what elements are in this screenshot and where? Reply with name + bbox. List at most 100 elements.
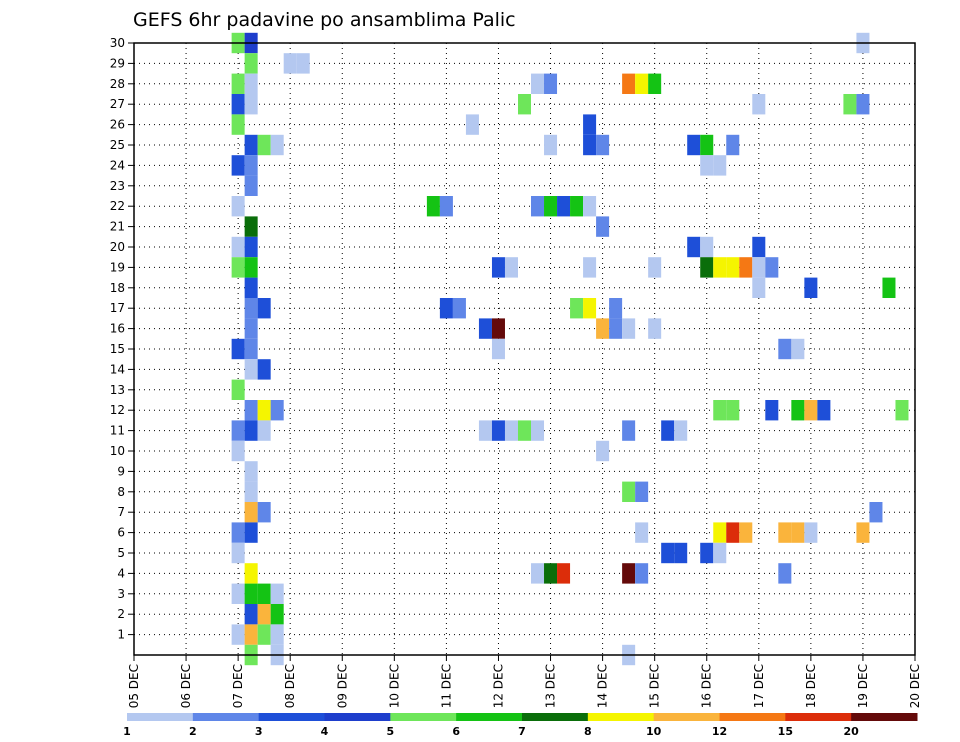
- heatmap-cell: [231, 73, 245, 94]
- colorbar-label: 3: [255, 725, 263, 738]
- heatmap-cell: [491, 257, 505, 278]
- y-tick-label: 10: [110, 444, 125, 458]
- y-tick-label: 15: [110, 342, 125, 356]
- colorbar-swatch: [127, 713, 194, 721]
- heatmap-cell: [622, 73, 636, 94]
- heatmap-cell: [869, 502, 883, 523]
- x-tick-label: 19 DEC: [856, 664, 870, 708]
- y-tick-label: 24: [110, 158, 125, 172]
- x-tick-label: 08 DEC: [283, 664, 297, 708]
- heatmap-cell: [244, 318, 258, 339]
- y-tick-label: 21: [110, 220, 125, 234]
- heatmap-cell: [257, 420, 271, 441]
- x-tick-label: 11 DEC: [439, 664, 453, 708]
- colorbar-label: 12: [712, 725, 727, 738]
- chart-title: GEFS 6hr padavine po ansamblima Palic: [133, 9, 516, 31]
- heatmap-cell: [583, 298, 597, 319]
- heatmap-cell: [517, 94, 532, 115]
- colorbar-label: 1: [123, 725, 131, 738]
- y-tick-label: 14: [110, 362, 125, 376]
- y-tick-label: 5: [117, 546, 125, 560]
- y-tick-label: 20: [110, 240, 125, 254]
- heatmap-cell: [231, 94, 245, 115]
- heatmap-cell: [557, 196, 571, 217]
- heatmap-cell: [504, 420, 518, 441]
- colorbar-label: 6: [452, 725, 460, 738]
- heatmap-cell: [231, 236, 245, 258]
- heatmap-cell: [231, 257, 245, 278]
- heatmap-cell: [244, 359, 258, 380]
- y-tick-label: 1: [117, 628, 125, 642]
- heatmap-cell: [687, 134, 701, 156]
- colorbar-swatch: [456, 713, 523, 721]
- heatmap-cell: [700, 236, 714, 258]
- x-tick-label: 06 DEC: [179, 664, 193, 708]
- heatmap-cell: [270, 624, 284, 645]
- heatmap-cell: [583, 114, 597, 135]
- heatmap-cell: [804, 522, 818, 543]
- y-tick-label: 16: [110, 322, 125, 336]
- heatmap-cell: [661, 542, 675, 564]
- heatmap-cell: [531, 196, 545, 217]
- heatmap-cell: [726, 134, 740, 156]
- colorbar-label: 10: [646, 725, 662, 738]
- heatmap-cell: [244, 624, 258, 645]
- heatmap-cell: [570, 298, 584, 319]
- heatmap-cell: [244, 94, 258, 115]
- heatmap-cell: [726, 257, 740, 278]
- heatmap-cell: [778, 338, 792, 360]
- y-tick-label: 8: [117, 485, 125, 499]
- y-tick-label: 26: [110, 118, 125, 132]
- heatmap-cell: [231, 522, 245, 543]
- heatmap-cell: [244, 134, 258, 156]
- heatmap-cell: [557, 563, 571, 584]
- heatmap-cell: [231, 542, 245, 564]
- heatmap-cell: [596, 216, 610, 237]
- x-tick-label: 10 DEC: [387, 664, 401, 708]
- heatmap-cell: [426, 196, 440, 217]
- heatmap-cell: [765, 400, 779, 421]
- heatmap-cell: [739, 257, 753, 278]
- y-tick-label: 28: [110, 77, 125, 91]
- heatmap-cell: [752, 94, 766, 115]
- heatmap-cell: [713, 155, 727, 176]
- heatmap-cell: [609, 318, 623, 339]
- heatmap-cell: [609, 298, 623, 319]
- heatmap-cell: [244, 216, 258, 237]
- heatmap-cell: [231, 420, 245, 441]
- colorbar-swatch: [192, 713, 260, 721]
- y-tick-label: 9: [117, 464, 125, 478]
- heatmap-cell: [244, 155, 258, 176]
- heatmap-cell: [452, 298, 466, 319]
- heatmap-cell: [726, 400, 740, 421]
- x-tick-label: 13 DEC: [544, 664, 558, 708]
- heatmap-cell: [804, 277, 818, 298]
- y-tick-label: 25: [110, 138, 125, 152]
- colorbar-label: 8: [584, 725, 592, 738]
- x-tick-label: 20 DEC: [908, 664, 922, 708]
- heatmap-cell: [648, 318, 662, 339]
- heatmap-cell: [544, 73, 558, 94]
- heatmap-cell: [439, 196, 453, 217]
- heatmap-cell: [504, 257, 518, 278]
- colorbar-swatch: [390, 713, 457, 721]
- x-tick-label: 07 DEC: [231, 664, 245, 708]
- heatmap-cell: [596, 318, 610, 339]
- x-tick-label: 14 DEC: [596, 664, 610, 708]
- colorbar-swatch: [851, 713, 918, 721]
- colorbar-label: 4: [321, 725, 329, 738]
- heatmap-cell: [596, 134, 610, 156]
- colorbar-label: 5: [387, 725, 395, 738]
- heatmap-cell: [583, 134, 597, 156]
- heatmap-cell: [231, 440, 245, 462]
- heatmap-cell: [687, 236, 701, 258]
- heatmap-cell: [661, 420, 675, 441]
- y-tick-label: 7: [117, 505, 125, 519]
- y-tick-label: 19: [110, 260, 125, 274]
- heatmap-cell: [478, 420, 492, 441]
- heatmap-cell: [491, 338, 505, 360]
- x-tick-label: 17 DEC: [752, 664, 766, 708]
- x-tick-label: 16 DEC: [700, 664, 714, 708]
- heatmap-cell: [244, 461, 258, 482]
